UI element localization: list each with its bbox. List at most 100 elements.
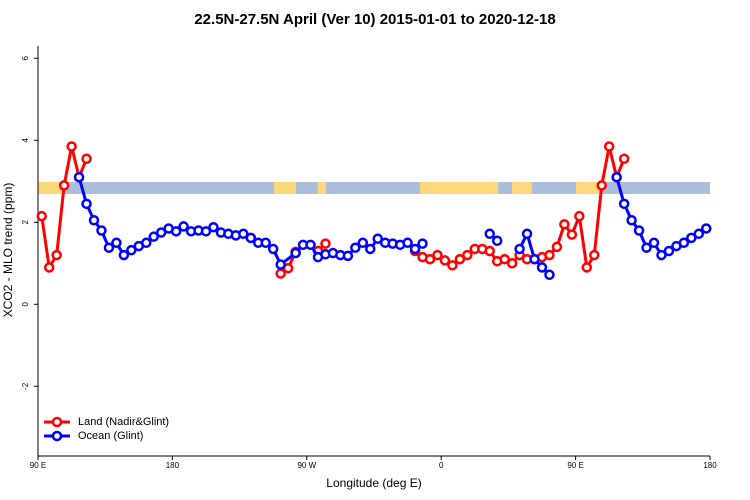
data-point (559, 219, 570, 230)
y-tick-label: 0 (21, 302, 30, 307)
data-point (618, 198, 630, 210)
data-point (574, 210, 585, 222)
x-tick-label: 90 W (297, 461, 316, 470)
y-tick-label: 6 (21, 56, 30, 61)
data-point (529, 253, 540, 265)
data-point (432, 249, 443, 261)
data-point (260, 237, 271, 249)
data-point (200, 226, 212, 237)
data-point (81, 198, 92, 210)
data-point (96, 225, 107, 236)
data-point (618, 153, 630, 164)
data-point (499, 253, 510, 265)
land-patch (512, 182, 532, 194)
data-point (36, 210, 47, 222)
data-point (402, 237, 413, 249)
land-patch (576, 182, 602, 194)
data-point (148, 231, 159, 242)
x-tick-label: 90 E (30, 461, 46, 470)
data-point (81, 153, 92, 164)
data-point (66, 141, 77, 152)
data-point (566, 229, 578, 240)
data-point (521, 228, 533, 240)
data-point (111, 237, 122, 249)
data-point (118, 249, 130, 261)
data-point (58, 180, 70, 191)
data-point (170, 226, 182, 237)
data-point (126, 244, 137, 256)
data-point (275, 259, 286, 270)
x-tick-label: 180 (166, 461, 180, 470)
land-ocean-strip (38, 182, 710, 194)
data-point (701, 223, 712, 234)
data-point (454, 253, 466, 265)
y-tick-label: 4 (21, 138, 30, 143)
data-point (611, 171, 622, 183)
data-point (648, 237, 660, 249)
data-point (626, 215, 637, 226)
x-axis-label: Longitude (deg E) (326, 476, 421, 490)
data-point (141, 237, 152, 249)
data-point (544, 269, 555, 281)
data-point (484, 228, 495, 240)
data-point (506, 258, 518, 269)
data-point (238, 228, 249, 240)
legend-label: Land (Nadir&Glint) (78, 416, 169, 428)
data-point (365, 243, 376, 255)
data-point (656, 249, 667, 261)
data-point (88, 215, 100, 226)
data-point (603, 141, 615, 152)
data-point (424, 253, 436, 265)
data-point (462, 249, 473, 261)
legend-marker (51, 416, 63, 428)
land-patch (420, 182, 498, 194)
data-point (208, 221, 219, 233)
data-point (342, 250, 354, 262)
data-point (491, 235, 503, 246)
ocean-strip (38, 182, 710, 194)
chart-title: 22.5N-27.5N April (Ver 10) 2015-01-01 to… (194, 11, 555, 28)
data-point (484, 245, 495, 257)
data-point (350, 242, 361, 253)
legend: Land (Nadir&Glint) Ocean (Glint) (44, 416, 169, 442)
data-point (155, 227, 167, 238)
y-tick-label: 2 (21, 220, 30, 225)
data-point (439, 255, 451, 266)
land-patch (274, 182, 296, 194)
data-point (372, 233, 383, 244)
y-tick-label: -2 (21, 382, 30, 390)
data-point (678, 237, 690, 249)
data-point (686, 232, 697, 244)
land-patch (38, 182, 64, 194)
data-point (633, 225, 645, 236)
data-point (73, 171, 85, 183)
data-point (536, 262, 548, 273)
data-point (417, 238, 428, 249)
data-point (641, 242, 652, 253)
x-tick-label: 180 (703, 461, 717, 470)
legend-label: Ocean (Glint) (78, 430, 143, 442)
data-point (693, 228, 705, 240)
legend-marker (51, 430, 63, 442)
data-point (51, 249, 62, 261)
data-point (447, 260, 458, 271)
data-point (267, 243, 279, 255)
data-point (544, 249, 555, 261)
data-point (290, 247, 301, 259)
y-axis-label: XCO2 - MLO trend (ppm) (1, 183, 15, 318)
data-point (245, 232, 257, 244)
x-tick-label: 90 E (567, 461, 583, 470)
x-tick-label: 0 (439, 461, 444, 470)
data-point (551, 241, 563, 253)
data-point (320, 238, 331, 249)
data-point (275, 268, 286, 279)
data-point (409, 243, 421, 255)
land-patch (318, 182, 326, 194)
data-point (589, 249, 600, 261)
data-point (514, 243, 525, 255)
data-point (357, 237, 369, 249)
data-point (103, 242, 115, 253)
data-point (581, 262, 593, 273)
data-point (596, 180, 607, 191)
